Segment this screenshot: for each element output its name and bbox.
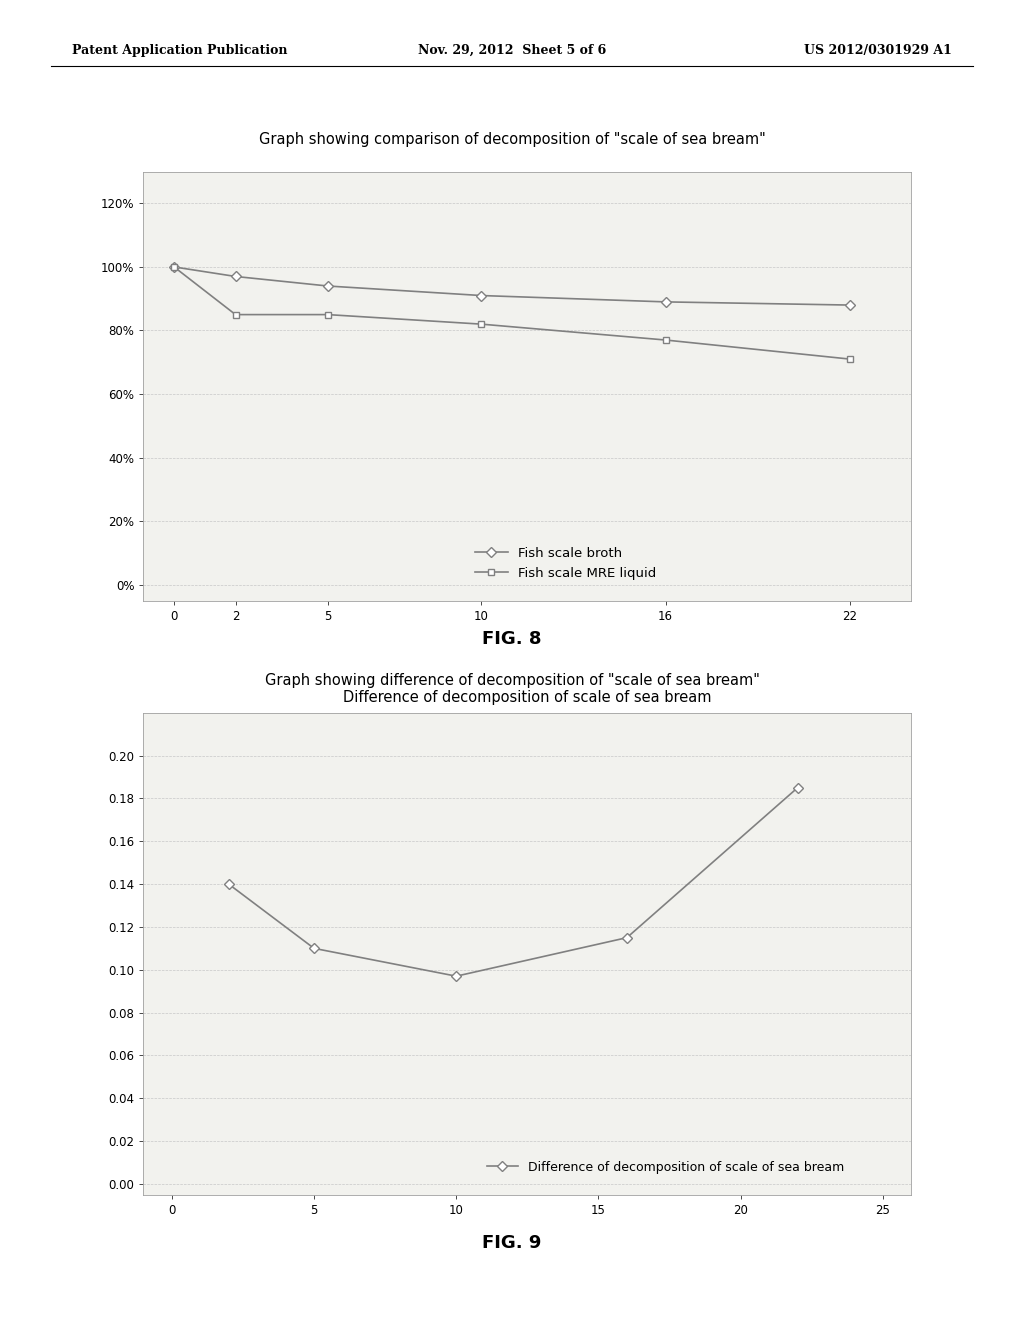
Line: Fish scale broth: Fish scale broth — [171, 264, 853, 309]
Fish scale MRE liquid — [168, 259, 180, 275]
Fish scale broth — [322, 279, 334, 294]
Fish scale MRE liquid — [229, 306, 242, 322]
Difference of decomposition of scale of sea bream — [222, 876, 234, 892]
Difference of decomposition of scale of sea bream — [308, 940, 321, 956]
Fish scale broth — [475, 288, 487, 304]
Fish scale broth — [659, 294, 672, 310]
Fish scale broth — [844, 297, 856, 313]
Text: US 2012/0301929 A1: US 2012/0301929 A1 — [805, 44, 952, 57]
Line: Fish scale MRE liquid: Fish scale MRE liquid — [171, 264, 853, 363]
Difference of decomposition of scale of sea bream — [621, 929, 633, 945]
Fish scale MRE liquid — [659, 333, 672, 348]
Text: Nov. 29, 2012  Sheet 5 of 6: Nov. 29, 2012 Sheet 5 of 6 — [418, 44, 606, 57]
Text: FIG. 8: FIG. 8 — [482, 630, 542, 648]
Difference of decomposition of scale of sea bream — [451, 969, 463, 985]
Title: Difference of decomposition of scale of sea bream: Difference of decomposition of scale of … — [343, 689, 712, 705]
Text: Patent Application Publication: Patent Application Publication — [72, 44, 287, 57]
Text: Graph showing difference of decomposition of "scale of sea bream": Graph showing difference of decompositio… — [264, 673, 760, 688]
Fish scale MRE liquid — [322, 306, 334, 322]
Legend: Difference of decomposition of scale of sea bream: Difference of decomposition of scale of … — [482, 1156, 849, 1179]
Fish scale MRE liquid — [844, 351, 856, 367]
Difference of decomposition of scale of sea bream — [792, 780, 804, 796]
Line: Difference of decomposition of scale of sea bream: Difference of decomposition of scale of … — [225, 784, 801, 979]
Text: FIG. 9: FIG. 9 — [482, 1234, 542, 1253]
Text: Graph showing comparison of decomposition of "scale of sea bream": Graph showing comparison of decompositio… — [259, 132, 765, 147]
Fish scale MRE liquid — [475, 317, 487, 333]
Fish scale broth — [168, 259, 180, 275]
Legend: Fish scale broth, Fish scale MRE liquid: Fish scale broth, Fish scale MRE liquid — [470, 541, 662, 586]
Fish scale broth — [229, 268, 242, 284]
